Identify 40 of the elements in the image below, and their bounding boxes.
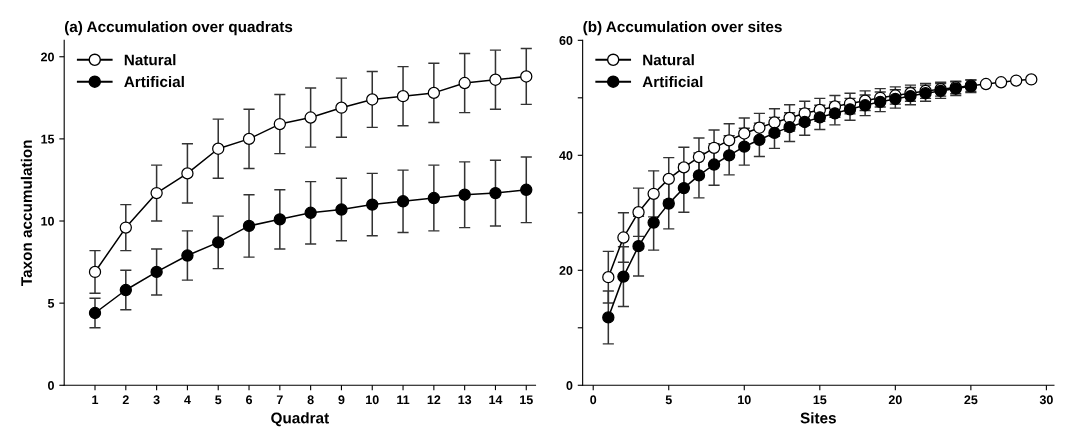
legend-label: Natural — [124, 54, 176, 66]
y-tick-label: 60 — [559, 36, 573, 45]
x-tick-label: 13 — [458, 395, 472, 405]
x-axis-title: Quadrat — [271, 412, 329, 427]
y-tick-label: 0 — [48, 381, 54, 390]
x-tick-label: 3 — [153, 395, 160, 405]
x-tick-label: 1 — [92, 395, 99, 405]
y-tick-label: 0 — [566, 381, 573, 390]
x-tick-label: 8 — [307, 395, 314, 405]
legend-label: Artificial — [642, 75, 703, 88]
x-tick-label: 20 — [888, 395, 902, 405]
y-tick-label: 10 — [41, 216, 54, 226]
x-tick-label: 4 — [184, 395, 191, 405]
y-tick-label: 20 — [559, 266, 573, 275]
x-tick-label: 11 — [397, 395, 410, 405]
x-tick-label: 5 — [215, 395, 222, 405]
y-tick-label: 15 — [41, 134, 55, 144]
x-tick-label: 5 — [665, 395, 672, 405]
x-tick-label: 0 — [590, 395, 597, 405]
x-tick-label: 10 — [738, 395, 751, 405]
y-tick-label: 40 — [559, 151, 573, 160]
x-tick-label: 10 — [366, 395, 379, 405]
x-tick-label: 14 — [489, 395, 503, 405]
y-tick-label: 5 — [47, 299, 55, 308]
x-tick-label: 12 — [427, 395, 441, 405]
x-tick-label: 6 — [246, 395, 253, 405]
x-tick-label: 2 — [122, 395, 129, 405]
legend-label: Artificial — [124, 75, 184, 88]
x-tick-label: 15 — [813, 395, 827, 405]
x-axis-title: Sites — [800, 412, 836, 424]
x-tick-label: 30 — [1039, 395, 1053, 405]
chart-title: (a) Accumulation over quadrats — [64, 20, 293, 36]
x-tick-label: 9 — [338, 395, 345, 405]
y-axis-title: Taxon accumulation — [20, 140, 32, 286]
y-tick-label: 20 — [41, 52, 54, 62]
legend-label: Natural — [643, 54, 694, 66]
x-tick-label: 15 — [520, 395, 533, 405]
x-tick-label: 7 — [276, 395, 283, 405]
chart-title: (b) Accumulation over sites — [583, 20, 782, 36]
x-tick-label: 25 — [964, 395, 978, 405]
